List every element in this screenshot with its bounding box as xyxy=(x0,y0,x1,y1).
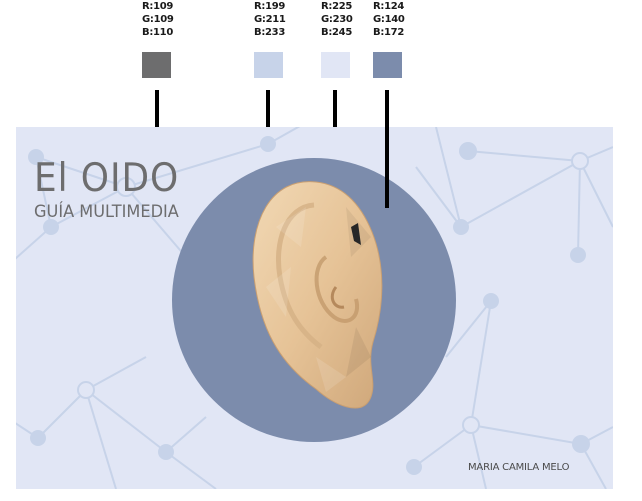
connector-slate-blue xyxy=(385,90,389,208)
swatch-r-value: R:199 xyxy=(254,1,286,12)
swatch-r-value: R:109 xyxy=(142,1,174,12)
swatch-light-blue xyxy=(254,52,283,78)
swatch-g-value: G:109 xyxy=(142,14,174,25)
swatch-g-value: G:140 xyxy=(373,14,405,25)
cover-title: El OIDO xyxy=(34,156,180,201)
cover-subtitle: GUÍA MULTIMEDIA xyxy=(34,202,179,222)
swatch-pale-blue xyxy=(321,52,350,78)
swatch-group-light-blue: R:199 G:211 B:233 xyxy=(254,0,294,39)
swatch-g-value: G:230 xyxy=(321,14,353,25)
cover-author: MARIA CAMILA MELO xyxy=(468,462,570,473)
swatch-gray xyxy=(142,52,171,78)
cover-panel: El OIDO GUÍA MULTIMEDIA MARIA CAMILA MEL… xyxy=(16,127,613,489)
swatch-r-value: R:124 xyxy=(373,1,405,12)
swatch-g-value: G:211 xyxy=(254,14,286,25)
connector-pale-blue xyxy=(333,90,337,142)
swatch-b-value: B:233 xyxy=(254,27,285,38)
swatch-group-slate-blue: R:124 G:140 B:172 xyxy=(373,0,413,39)
swatch-group-pale-blue: R:225 G:230 B:245 xyxy=(321,0,361,39)
swatch-b-value: B:110 xyxy=(142,27,173,38)
swatch-r-value: R:225 xyxy=(321,1,353,12)
ear-illustration xyxy=(252,181,383,409)
swatch-slate-blue xyxy=(373,52,402,78)
swatch-group-gray: R:109 G:109 B:110 xyxy=(142,0,182,39)
swatch-b-value: B:172 xyxy=(373,27,404,38)
swatch-b-value: B:245 xyxy=(321,27,352,38)
network-background xyxy=(16,127,613,489)
connector-light-blue xyxy=(266,90,270,142)
